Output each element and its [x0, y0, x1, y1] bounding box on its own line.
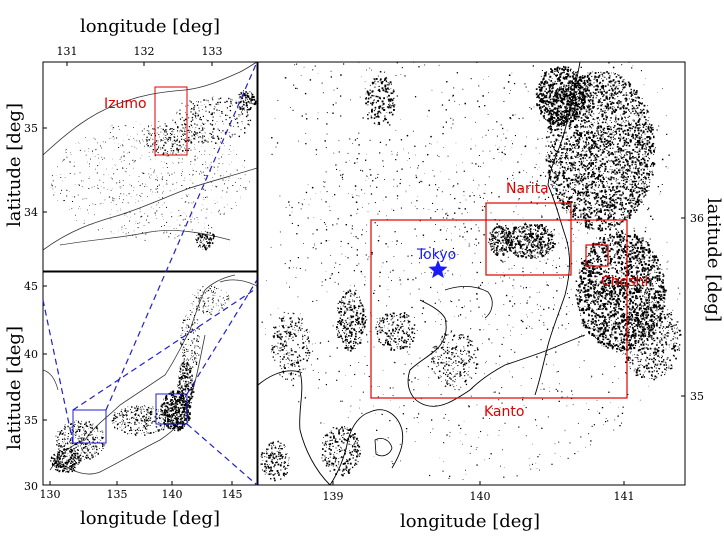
coastline-top-south: [43, 167, 257, 251]
bot-x-tick-145: 145: [222, 488, 243, 501]
kanto-label: Kanto: [484, 404, 524, 420]
narita-label: Narita: [506, 181, 549, 197]
zoom-line: [42, 299, 74, 444]
top-x-tick-132: 132: [134, 45, 155, 58]
zoom-line: [186, 279, 258, 395]
main-x-tick-141: 141: [614, 490, 635, 503]
main-map: [258, 62, 682, 485]
top-x-axis-title: longitude [deg]: [80, 16, 220, 37]
kanto-box: [370, 219, 628, 399]
inset-top-frame: [42, 61, 258, 272]
bot-y-tick-35: 35: [24, 414, 38, 427]
zoom-line: [186, 423, 258, 486]
izumo-label: Izumo: [104, 96, 147, 112]
bot-x-tick-140: 140: [162, 488, 183, 501]
inset-top-map: [43, 62, 257, 251]
bot-y-tick-30: 30: [24, 480, 38, 493]
bot-y-axis-title: latitude [deg]: [4, 326, 25, 450]
bot-x-tick-130: 130: [40, 488, 61, 501]
zoom-line: [105, 61, 258, 411]
main-frame: [257, 61, 686, 486]
izumo-region-box: [72, 409, 107, 444]
main-y-axis-title: latitude [deg]: [703, 198, 724, 322]
main-x-tick-139: 139: [323, 490, 344, 503]
choshi-box: [585, 244, 609, 267]
coastline-japan: [49, 274, 236, 475]
top-y-tick-35: 35: [24, 122, 38, 135]
coastline-top: [43, 62, 257, 156]
star-icon: [428, 260, 448, 279]
inset-bottom-frame: [42, 271, 258, 486]
kanto-region-box: [155, 393, 188, 425]
bot-x-tick-135: 135: [107, 488, 128, 501]
main-x-tick-140: 140: [470, 490, 491, 503]
tokyo-label: Tokyo: [416, 247, 456, 263]
top-x-tick-131: 131: [57, 45, 78, 58]
izumo-box: [154, 86, 188, 156]
bot-x-axis-title: longitude [deg]: [80, 508, 220, 529]
inset-bottom-map: [43, 274, 257, 475]
main-x-axis-title: longitude [deg]: [400, 511, 540, 532]
main-y-tick-36: 36: [690, 212, 704, 225]
zoom-line: [72, 287, 258, 411]
bot-y-tick-45: 45: [24, 280, 38, 293]
top-y-tick-34: 34: [24, 206, 38, 219]
prefecture-boundary: [534, 62, 581, 396]
main-y-tick-35: 35: [690, 390, 704, 403]
top-x-tick-133: 133: [202, 45, 223, 58]
choshi-label: Choshi: [601, 274, 648, 290]
top-y-axis-title: latitude [deg]: [4, 103, 25, 227]
bot-y-tick-40: 40: [24, 348, 38, 361]
narita-box: [485, 202, 572, 276]
